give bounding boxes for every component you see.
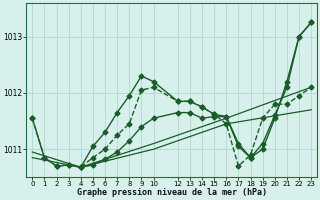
X-axis label: Graphe pression niveau de la mer (hPa): Graphe pression niveau de la mer (hPa) xyxy=(77,188,267,197)
